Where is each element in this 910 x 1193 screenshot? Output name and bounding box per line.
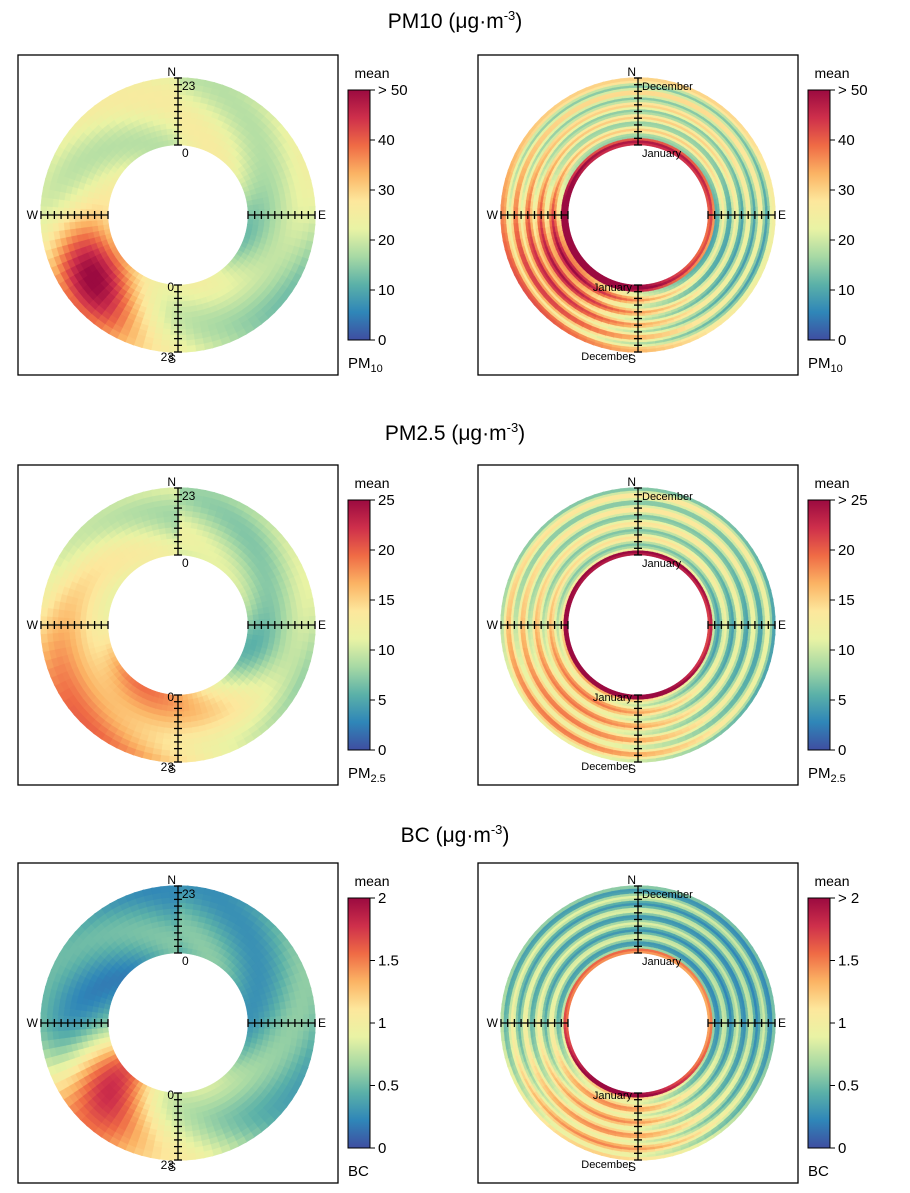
compass-label-n: N [627, 65, 636, 79]
colorbar-tick: 10 [378, 282, 395, 299]
colorbar [347, 89, 371, 341]
colorbar [807, 89, 831, 341]
colorbar-tick: 0 [838, 332, 846, 349]
plot-frame [17, 54, 339, 376]
polar-plot-svg: N S E W December January January December mean> … [477, 54, 868, 376]
radial-label-inner-south: 0 [167, 280, 174, 294]
colorbar-title: mean [814, 65, 849, 81]
colorbar-tick: 40 [378, 132, 395, 149]
polar-plot-svg: N S E W 23 0 0 23 mean> 50 40 30 20 10 0 PM10 [17, 54, 408, 376]
radial-label-inner: 0 [182, 146, 189, 160]
compass-label-w: W [27, 208, 39, 222]
radial-label-inner-south: January [593, 282, 633, 294]
colorbar-tick: 20 [378, 232, 395, 249]
compass-label-e: E [318, 208, 326, 222]
colorbar-tick: 30 [378, 182, 395, 199]
colorbar-tick: 40 [838, 132, 855, 149]
colorbar-label: PM10 [348, 355, 383, 375]
pm10-month-polar-plot: N S E W December January January December mean > … [455, 40, 910, 380]
polar-heatmap [500, 77, 776, 353]
plot-frame [17, 464, 339, 786]
polar-heatmap [40, 487, 316, 763]
colorbar-tick: 30 [838, 182, 855, 199]
compass-label-s: S [168, 352, 176, 366]
compass-label-e: E [778, 208, 786, 222]
colorbar-tick: 10 [838, 282, 855, 299]
compass-label-w: W [487, 208, 499, 222]
radial-label-outer: December [642, 81, 693, 93]
colorbar-tick: > 50 [378, 82, 408, 99]
compass-label-n: N [167, 65, 176, 79]
radial-label-inner: January [642, 148, 682, 160]
compass-label-s: S [628, 352, 636, 366]
colorbar-label: PM10 [808, 355, 843, 375]
colorbar-title: mean [354, 65, 389, 81]
colorbar-tick: 20 [838, 232, 855, 249]
direction-axes [40, 77, 316, 353]
radial-label-outer-south: December [581, 351, 632, 363]
polar-heatmap [40, 77, 316, 353]
direction-axes [500, 77, 776, 353]
section-title-bc: BC (μg·m-3) [400, 822, 510, 847]
radial-label-outer-south: 23 [161, 350, 175, 364]
colorbar-tick: 0 [378, 332, 386, 349]
plot-frame [477, 54, 799, 376]
radial-label-outer: 23 [182, 79, 196, 93]
colorbar-tick: > 50 [838, 82, 868, 99]
section-title-pm10: PM10 (μg·m-3) [387, 8, 523, 33]
section-title-pm25: PM2.5 (μg·m-3) [384, 420, 526, 445]
pm10-hour-polar-plot: N S E W 23 0 0 23 mean > 50 40 30 20 10 0 PM10 [0, 40, 455, 380]
pm25-hour-polar-plot: N S E W 23 0 0 23 mean 25 20 15 10 5 0 PM2.5 [0, 450, 455, 790]
